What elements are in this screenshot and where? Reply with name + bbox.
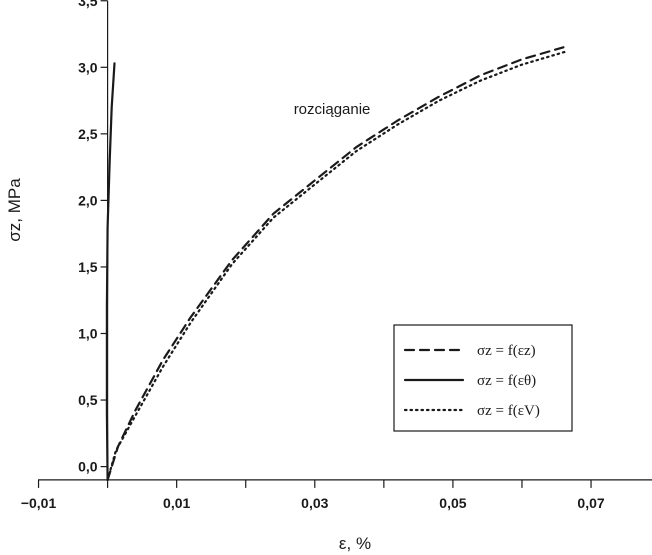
series-line-1 <box>106 46 565 481</box>
legend-label-1: σz = f(εz) <box>477 343 536 359</box>
y-tick-label: 1,5 <box>78 259 98 275</box>
annotation-label: rozciąganie <box>294 101 371 118</box>
y-tick-label: 0,5 <box>78 392 98 408</box>
legend: σz = f(εz) σz = f(εθ) σz = f(εV) <box>393 324 573 432</box>
series-layer <box>105 46 569 481</box>
legend-box <box>393 324 573 432</box>
y-tick-label: 1,0 <box>78 326 98 342</box>
labels-layer: 0,0 0,5 1,0 1,5 2,0 2,5 3,0 3,5 −0,01 0,01 0,03 0,0… <box>5 0 605 553</box>
y-tick-label: 0,0 <box>78 459 98 475</box>
legend-items: σz = f(εz) σz = f(εθ) σz = f(εV) <box>403 343 540 419</box>
legend-label-2: σz = f(εθ) <box>477 373 536 389</box>
x-tick-label: 0,07 <box>577 495 604 511</box>
legend-label-3: σz = f(εV) <box>477 403 540 419</box>
y-tick-label: 3,0 <box>78 59 98 75</box>
x-axis-title: ε, % <box>339 534 371 553</box>
x-tick-label: 0,05 <box>439 495 466 511</box>
series-line-2 <box>105 62 116 481</box>
y-tick-label: 2,5 <box>78 126 98 142</box>
x-tick-label: −0,01 <box>21 495 57 511</box>
y-axis-title: σz, MPa <box>5 178 24 242</box>
x-tick-label: 0,01 <box>163 495 190 511</box>
series-line-3 <box>106 50 569 481</box>
y-tick-label: 2,0 <box>78 192 98 208</box>
y-tick-label: 3,5 <box>78 0 98 9</box>
x-tick-label: 0,03 <box>301 495 328 511</box>
